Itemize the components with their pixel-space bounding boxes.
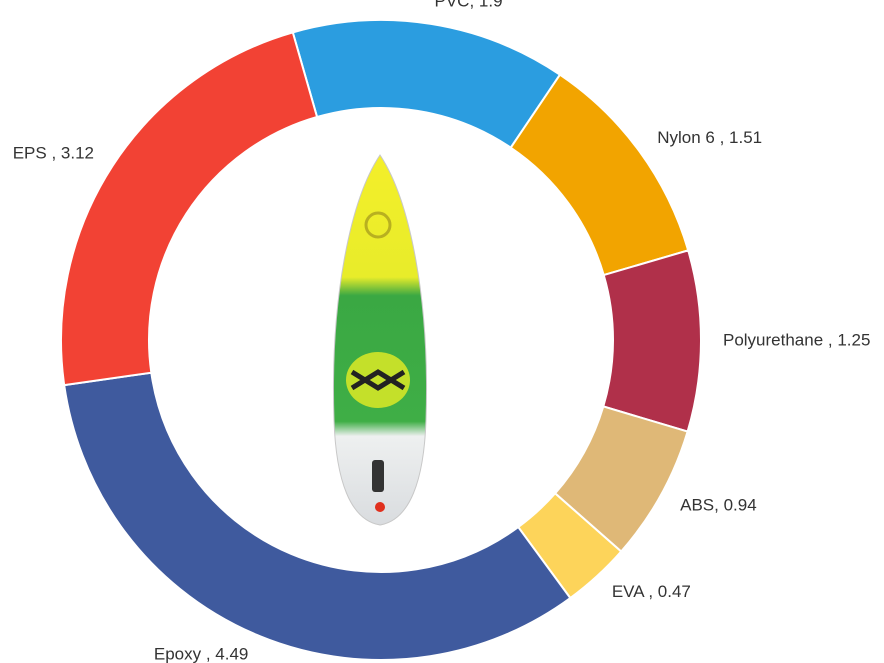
segment-label: Polyurethane , 1.25 [723, 331, 870, 350]
donut [60, 19, 702, 661]
surfboard-illustration [333, 154, 427, 526]
segment-label: EVA , 0.47 [612, 582, 691, 601]
donut-segment [63, 371, 572, 661]
segment-label: EPS , 3.12 [13, 143, 94, 162]
segment-label: PVC, 1.9 [435, 0, 503, 11]
donut-segment [602, 249, 702, 433]
donut-segment [291, 19, 562, 150]
segment-label: Nylon 6 , 1.51 [657, 128, 762, 147]
segment-label: Epoxy , 4.49 [154, 645, 249, 663]
donut-segment [60, 31, 319, 387]
segment-label: ABS, 0.94 [680, 495, 757, 514]
